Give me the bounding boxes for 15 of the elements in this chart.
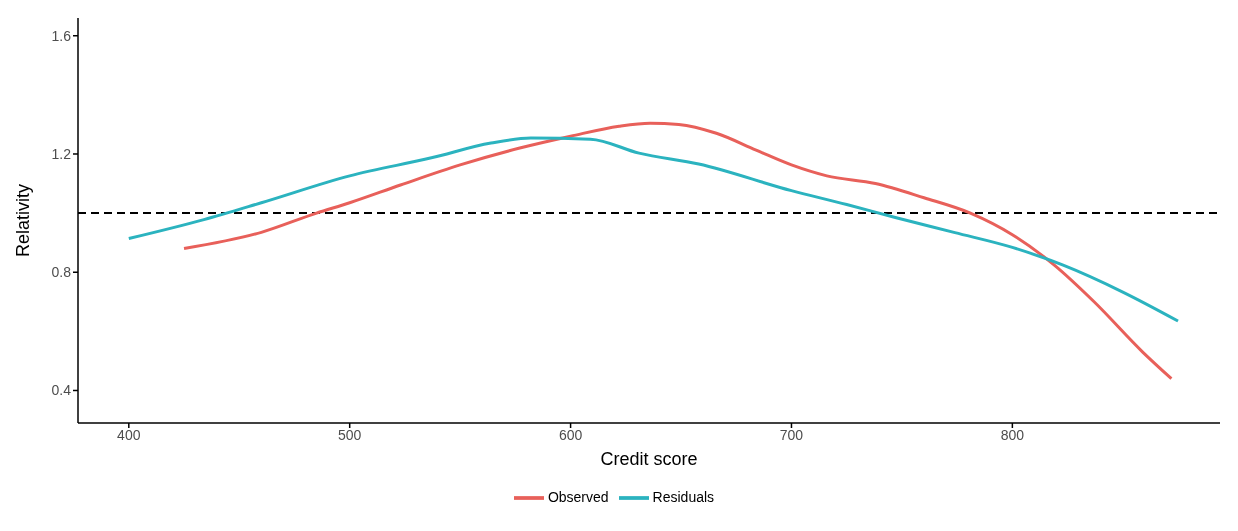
y-axis-title: Relativity — [13, 183, 34, 258]
x-tick-label: 800 — [1000, 426, 1025, 443]
legend-label: Observed — [547, 488, 609, 505]
x-axis-title: Credit score — [600, 449, 698, 469]
legend-label: Residuals — [652, 488, 715, 505]
y-tick-label: 1.6 — [51, 27, 72, 44]
y-tick-label: 0.8 — [51, 264, 72, 281]
y-tick-label: 1.2 — [51, 145, 72, 162]
x-tick-label: 400 — [117, 426, 141, 443]
y-tick-label: 0.4 — [51, 382, 72, 399]
x-tick-label: 700 — [779, 426, 804, 443]
x-tick-label: 600 — [558, 426, 583, 443]
line-series — [127, 136, 1180, 323]
x-tick-label: 500 — [338, 426, 362, 443]
line-series — [182, 121, 1173, 381]
